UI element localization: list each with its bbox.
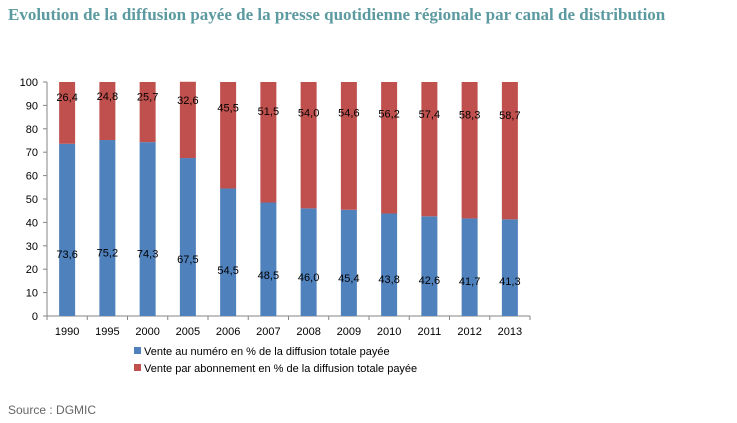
x-tick-label: 2013	[498, 326, 522, 338]
bars	[59, 81, 518, 316]
y-tick-label: 90	[26, 100, 38, 112]
y-tick-label: 10	[26, 288, 38, 300]
bar-segment-vente-au-numero	[421, 216, 438, 316]
data-labels: 73,6 26,4 75,2 24,8 74,3 25,7 67,5 32,6 54,5 45,5…	[56, 91, 520, 288]
y-tick-label: 100	[20, 77, 38, 89]
data-label: 24,8	[97, 91, 118, 103]
data-label: 56,2	[378, 109, 399, 121]
legend: Vente au numéro en % de la diffusion tot…	[134, 346, 417, 375]
bar-segment-vente-au-numero	[381, 213, 398, 316]
bar-segment-vente-au-numero	[220, 188, 237, 316]
y-tick-label: 80	[26, 124, 38, 136]
data-label: 54,5	[217, 265, 238, 277]
data-label: 42,6	[419, 275, 440, 287]
bar-segment-vente-au-numero	[99, 140, 116, 316]
bar-segment-abonnement	[461, 82, 478, 219]
data-label: 41,7	[459, 276, 480, 288]
x-axis	[46, 315, 531, 320]
y-tick-label: 40	[26, 217, 38, 229]
data-label: 43,8	[378, 274, 399, 286]
data-label: 41,3	[499, 276, 520, 288]
data-label: 58,3	[459, 110, 480, 122]
bar-segment-vente-au-numero	[179, 158, 196, 316]
bar-segment-vente-au-numero	[461, 218, 478, 316]
data-label: 73,6	[56, 249, 77, 261]
x-tick-label: 2011	[418, 326, 442, 338]
x-tick-label: 1995	[95, 326, 119, 338]
bar-segment-abonnement	[59, 82, 76, 144]
bar-segment-vente-au-numero	[300, 208, 317, 316]
data-label: 25,7	[137, 91, 158, 103]
legend-label-abonnement: Vente par abonnement en % de la diffusio…	[144, 363, 417, 375]
y-tick-label: 30	[26, 241, 38, 253]
x-tick-label: 1990	[55, 326, 79, 338]
y-tick-label: 70	[26, 147, 38, 159]
x-tick-label: 2005	[176, 326, 200, 338]
data-label: 45,5	[217, 103, 238, 115]
x-tick-label: 2007	[256, 326, 280, 338]
data-label: 57,4	[419, 109, 440, 121]
bar-segment-abonnement	[421, 82, 438, 217]
bar-segment-vente-au-numero	[340, 209, 357, 316]
x-tick-label: 2000	[135, 326, 159, 338]
bar-segment-abonnement	[260, 82, 277, 203]
data-label: 54,0	[298, 107, 319, 119]
data-label: 26,4	[56, 92, 77, 104]
bar-segment-abonnement	[179, 81, 196, 159]
data-label: 48,5	[258, 270, 279, 282]
x-tick-label: 2012	[457, 326, 481, 338]
bar-segment-vente-au-numero	[260, 202, 277, 316]
bar-segment-abonnement	[340, 82, 357, 210]
bar-segment-abonnement	[501, 82, 518, 220]
bar-segment-abonnement	[99, 82, 116, 141]
legend-swatch-vente-au-numero	[134, 347, 141, 354]
bar-segment-vente-au-numero	[501, 219, 518, 316]
data-label: 67,5	[177, 254, 198, 266]
legend-swatch-abonnement	[134, 364, 141, 371]
y-tick-label: 20	[26, 264, 38, 276]
data-label: 32,6	[177, 95, 198, 107]
data-label: 51,5	[258, 106, 279, 118]
bar-segment-vente-au-numero	[139, 142, 156, 316]
page-title: Evolution de la diffusion payée de la pr…	[8, 5, 666, 24]
y-tick-label: 0	[32, 311, 38, 323]
x-tick-label: 2010	[377, 326, 401, 338]
y-tick-label: 60	[26, 171, 38, 183]
data-label: 74,3	[137, 248, 158, 260]
bar-segment-abonnement	[220, 82, 237, 189]
x-tick-labels: 1990 1995 2000 2005 2006 2007 2008 2009 2010 2011…	[55, 326, 522, 338]
data-label: 58,7	[499, 110, 520, 122]
data-label: 46,0	[298, 272, 319, 284]
bar-segment-abonnement	[139, 82, 156, 143]
data-label: 45,4	[338, 273, 359, 285]
x-tick-label: 2006	[216, 326, 240, 338]
data-label: 54,6	[338, 108, 359, 120]
x-tick-label: 2008	[296, 326, 320, 338]
bar-segment-abonnement	[300, 82, 317, 209]
bar-segment-abonnement	[381, 82, 398, 214]
data-label: 75,2	[97, 248, 118, 260]
y-axis: 0 10 20 30 40 50 60 70 80 90 100	[20, 77, 48, 323]
y-tick-label: 50	[26, 194, 38, 206]
bar-segment-vente-au-numero	[59, 143, 76, 316]
x-tick-label: 2009	[337, 326, 361, 338]
source-note: Source : DGMIC	[8, 403, 97, 417]
legend-label-vente-au-numero: Vente au numéro en % de la diffusion tot…	[144, 346, 390, 358]
